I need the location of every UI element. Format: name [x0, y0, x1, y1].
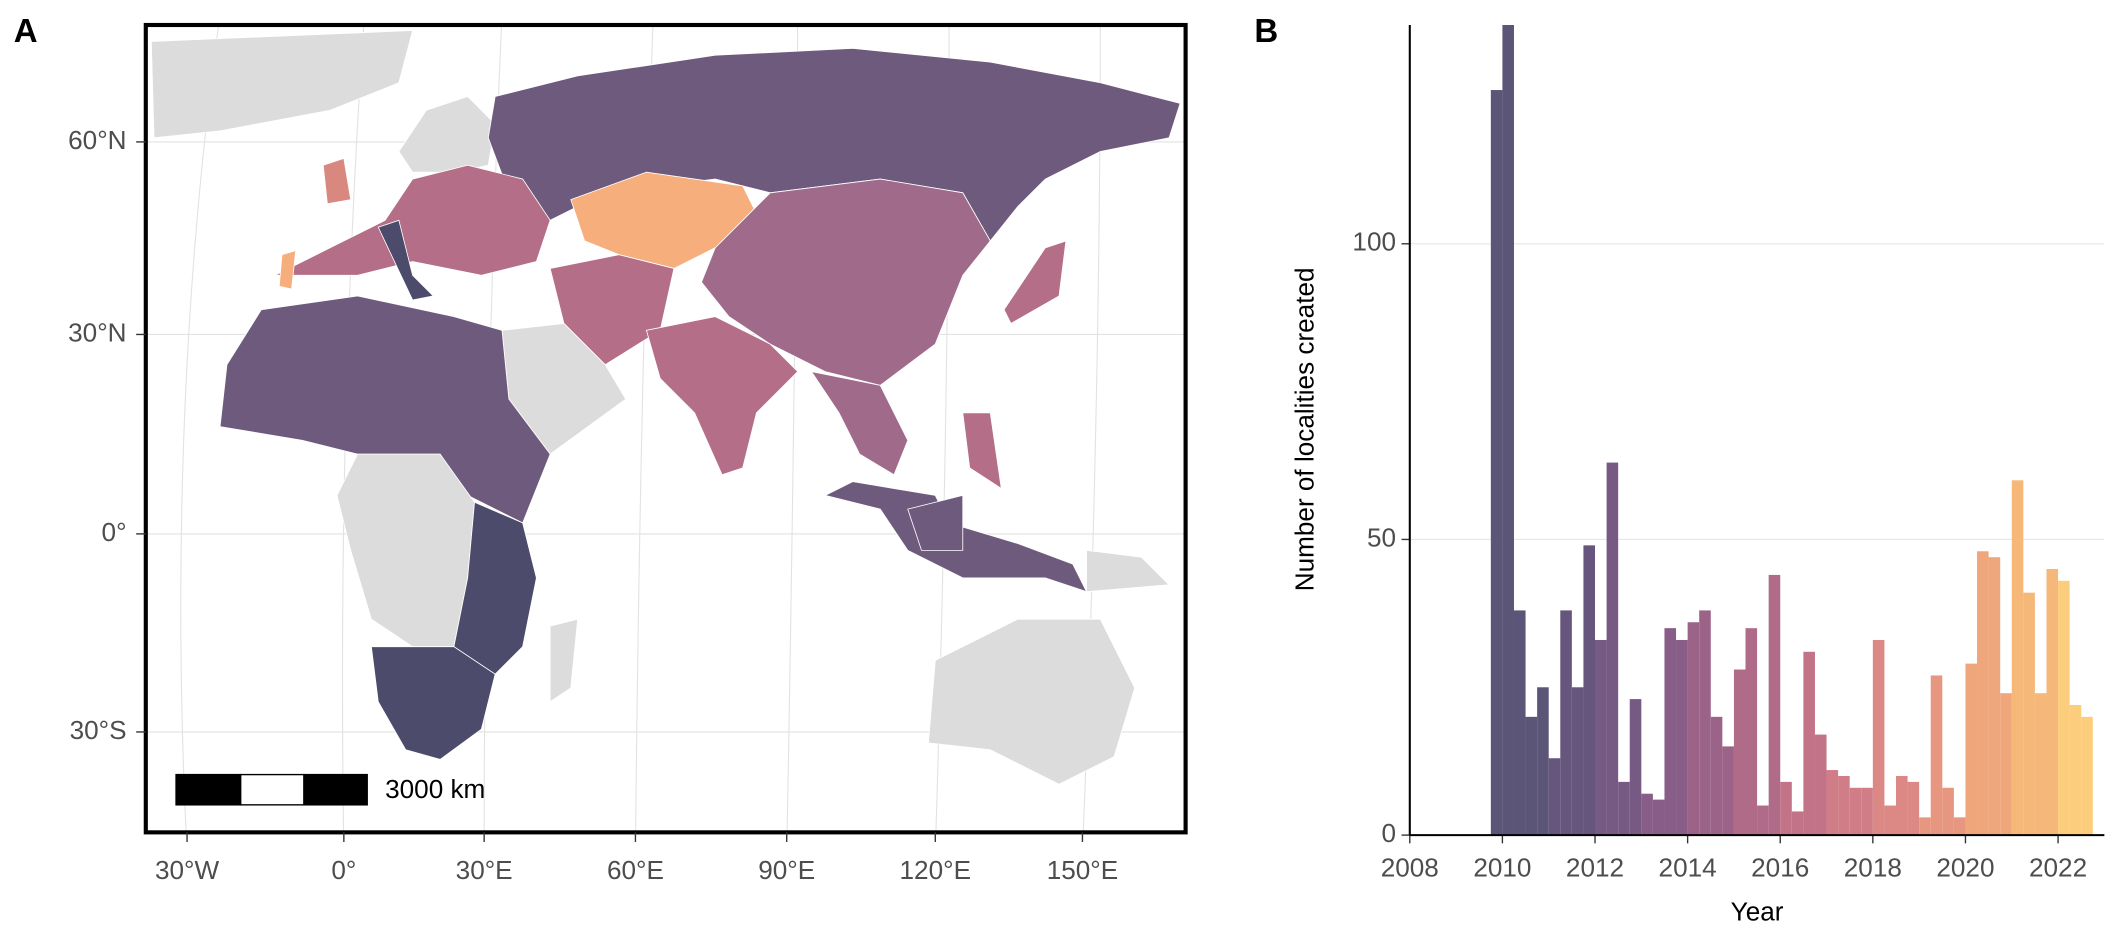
- bar: [2011, 480, 2024, 836]
- bar: [1687, 622, 1700, 836]
- bar: [1977, 551, 1989, 836]
- bar: [1548, 758, 1561, 836]
- bar: [1768, 574, 1781, 836]
- bar: [1803, 651, 1815, 836]
- bar: [1838, 775, 1850, 836]
- bar: [1919, 817, 1931, 836]
- bar: [1780, 781, 1792, 836]
- map-x-tick-label: 30°W: [155, 855, 220, 885]
- bar: [1537, 687, 1549, 836]
- bar: [1490, 90, 1503, 836]
- map-y-tick-label: 30°N: [68, 317, 126, 347]
- bar: [1618, 781, 1630, 836]
- x-tick-label: 2012: [1566, 852, 1624, 882]
- bar: [1664, 628, 1677, 836]
- bar: [1583, 545, 1596, 836]
- map: [145, 24, 1186, 833]
- bar: [1571, 687, 1584, 836]
- bar: [1953, 817, 1966, 836]
- bar: [1722, 746, 1734, 836]
- bar: [1595, 639, 1607, 836]
- bar: [1629, 699, 1642, 836]
- map-x-tick-label: 90°E: [758, 855, 815, 885]
- bar: [1641, 793, 1653, 836]
- bar: [2069, 705, 2082, 836]
- bar: [1502, 24, 1514, 836]
- bar: [2000, 693, 2012, 836]
- bar: [1791, 811, 1804, 836]
- bar: [1895, 775, 1908, 836]
- x-tick-label: 2008: [1381, 852, 1439, 882]
- bar: [1814, 734, 1827, 836]
- x-tick-label: 2016: [1751, 852, 1809, 882]
- bar: [1988, 557, 2001, 836]
- map-y-tick-label: 0°: [102, 517, 127, 547]
- bar: [1525, 716, 1538, 836]
- bar: [1965, 663, 1978, 836]
- x-axis-title: Year: [1731, 896, 1784, 926]
- bar: [2023, 592, 2035, 836]
- bar: [1560, 610, 1572, 836]
- map-y-tick-label: 30°S: [70, 715, 127, 745]
- x-tick-label: 2018: [1844, 852, 1902, 882]
- bar: [2058, 580, 2070, 836]
- x-tick-label: 2020: [1936, 852, 1994, 882]
- countries: [150, 30, 1181, 785]
- x-tick-label: 2022: [2029, 852, 2087, 882]
- bar: [1872, 639, 1885, 836]
- bar: [2046, 569, 2059, 836]
- bar: [1884, 805, 1896, 836]
- y-axis-title: Number of localities created: [1290, 267, 1320, 591]
- x-tick-label: 2014: [1659, 852, 1717, 882]
- scale-bar-label: 3000 km: [385, 774, 485, 804]
- bar: [2081, 716, 2093, 836]
- map-x-tick-label: 150°E: [1047, 855, 1118, 885]
- bar: [1745, 628, 1758, 836]
- map-x-tick-label: 0°: [331, 855, 356, 885]
- map-x-tick-label: 60°E: [607, 855, 664, 885]
- map-x-tick-label: 30°E: [456, 855, 513, 885]
- bar: [1652, 799, 1665, 836]
- bar: [1676, 639, 1688, 836]
- bar: [1930, 675, 1943, 836]
- bar: [1942, 787, 1954, 836]
- bar: [1513, 610, 1526, 836]
- map-x-tick-label: 120°E: [900, 855, 971, 885]
- bar: [1826, 770, 1839, 836]
- panel-label: B: [1254, 12, 1278, 49]
- map-frame: [143, 22, 1188, 835]
- bar: [1699, 610, 1711, 836]
- panel-label: A: [14, 12, 38, 49]
- y-tick-label: 50: [1367, 522, 1396, 552]
- bar: [1907, 781, 1920, 836]
- scale-bar: [175, 773, 368, 806]
- x-tick-label: 2010: [1473, 852, 1531, 882]
- bar: [1757, 805, 1769, 836]
- bar: [1861, 787, 1873, 836]
- bar: [1606, 462, 1619, 836]
- bar: [1710, 716, 1723, 836]
- y-tick-label: 100: [1352, 227, 1396, 257]
- bar: [1849, 787, 1862, 836]
- map-y-tick-label: 60°N: [68, 125, 126, 155]
- bar: [2034, 693, 2047, 836]
- y-tick-label: 0: [1382, 818, 1397, 848]
- bar: [1733, 669, 1746, 836]
